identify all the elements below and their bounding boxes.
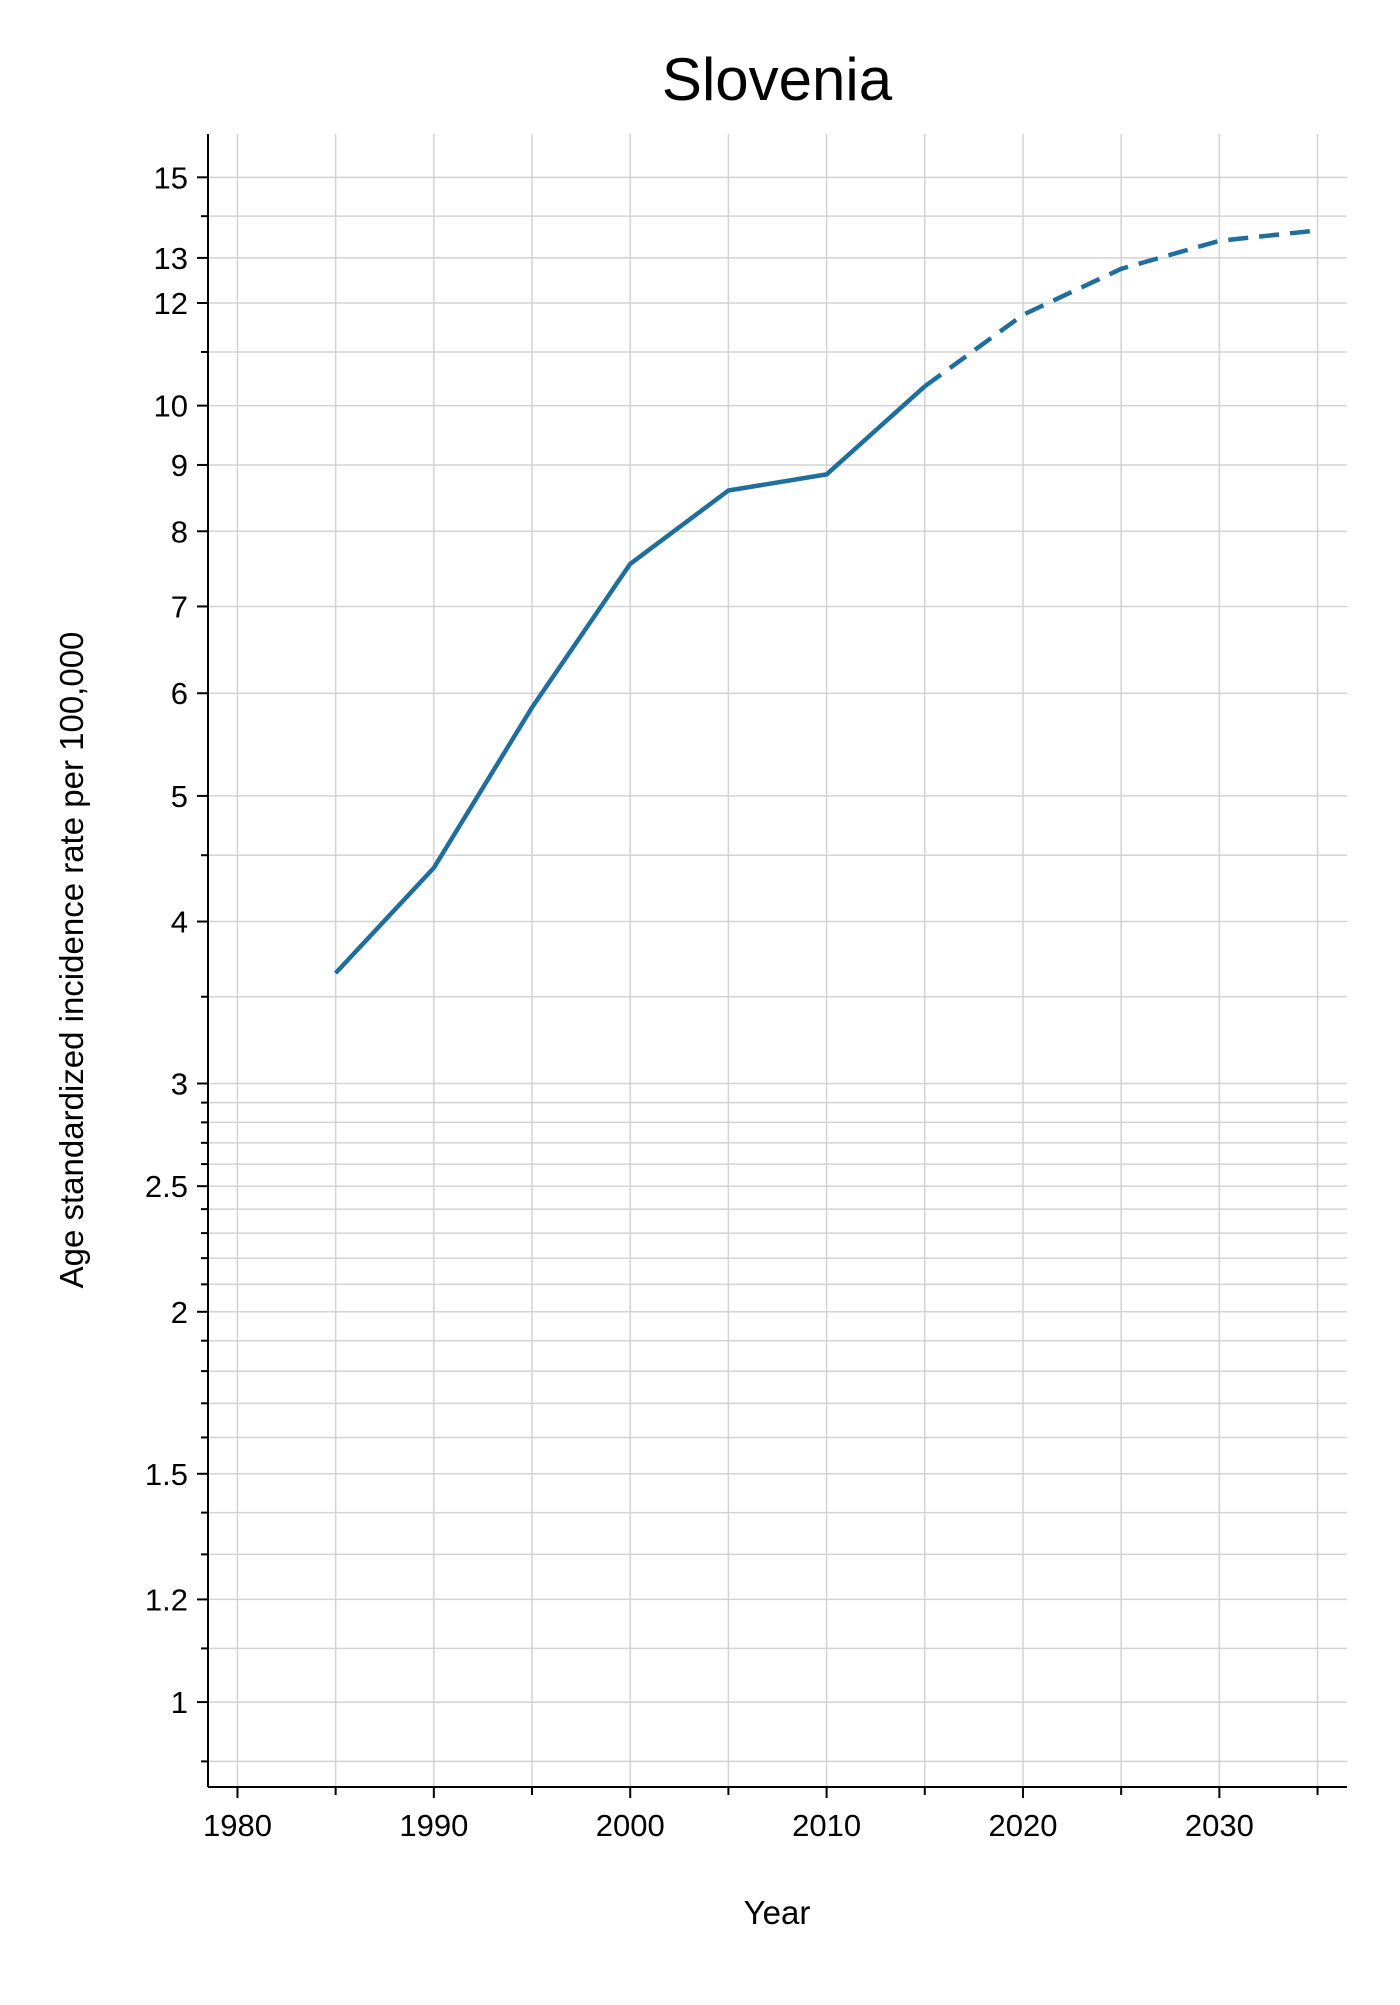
x-tick-label: 2010	[792, 1808, 861, 1843]
y-tick-label: 9	[171, 448, 188, 483]
projection-line	[923, 228, 1318, 389]
x-tick-label: 2030	[1185, 1808, 1254, 1843]
y-tick-label: 1.5	[145, 1457, 188, 1492]
y-tick-label: 2.5	[145, 1169, 188, 1204]
y-tick-label: 5	[171, 779, 188, 814]
x-tick-label: 1980	[203, 1808, 272, 1843]
chart-title: Slovenia	[662, 46, 893, 113]
y-tick-label: 2	[171, 1295, 188, 1330]
y-tick-label: 12	[154, 286, 188, 321]
y-tick-label: 6	[171, 676, 188, 711]
y-tick-label: 3	[171, 1067, 188, 1102]
y-tick-label: 1.2	[145, 1582, 188, 1617]
y-tick-label: 8	[171, 514, 188, 549]
y-tick-label: 4	[171, 905, 188, 940]
x-axis-title: Year	[744, 1894, 811, 1931]
x-tick-label: 1990	[399, 1808, 468, 1843]
x-tick-label: 2020	[988, 1808, 1057, 1843]
y-tick-label: 13	[154, 241, 188, 276]
x-tick-label: 2000	[596, 1808, 665, 1843]
series-lines	[333, 228, 1318, 975]
y-tick-label: 10	[154, 389, 188, 424]
axes: 1980 1990 2000 2010 2020 2030 1 1.2 1.5 2 2.5 3 4 5 6 7…	[145, 134, 1347, 1843]
y-axis-title: Age standardized incidence rate per 100,…	[53, 632, 90, 1289]
observed-line	[333, 384, 927, 975]
y-tick-label: 7	[171, 589, 188, 624]
y-tick-label: 15	[154, 160, 188, 195]
y-tick-label: 1	[171, 1685, 188, 1720]
gridlines	[208, 134, 1347, 1787]
